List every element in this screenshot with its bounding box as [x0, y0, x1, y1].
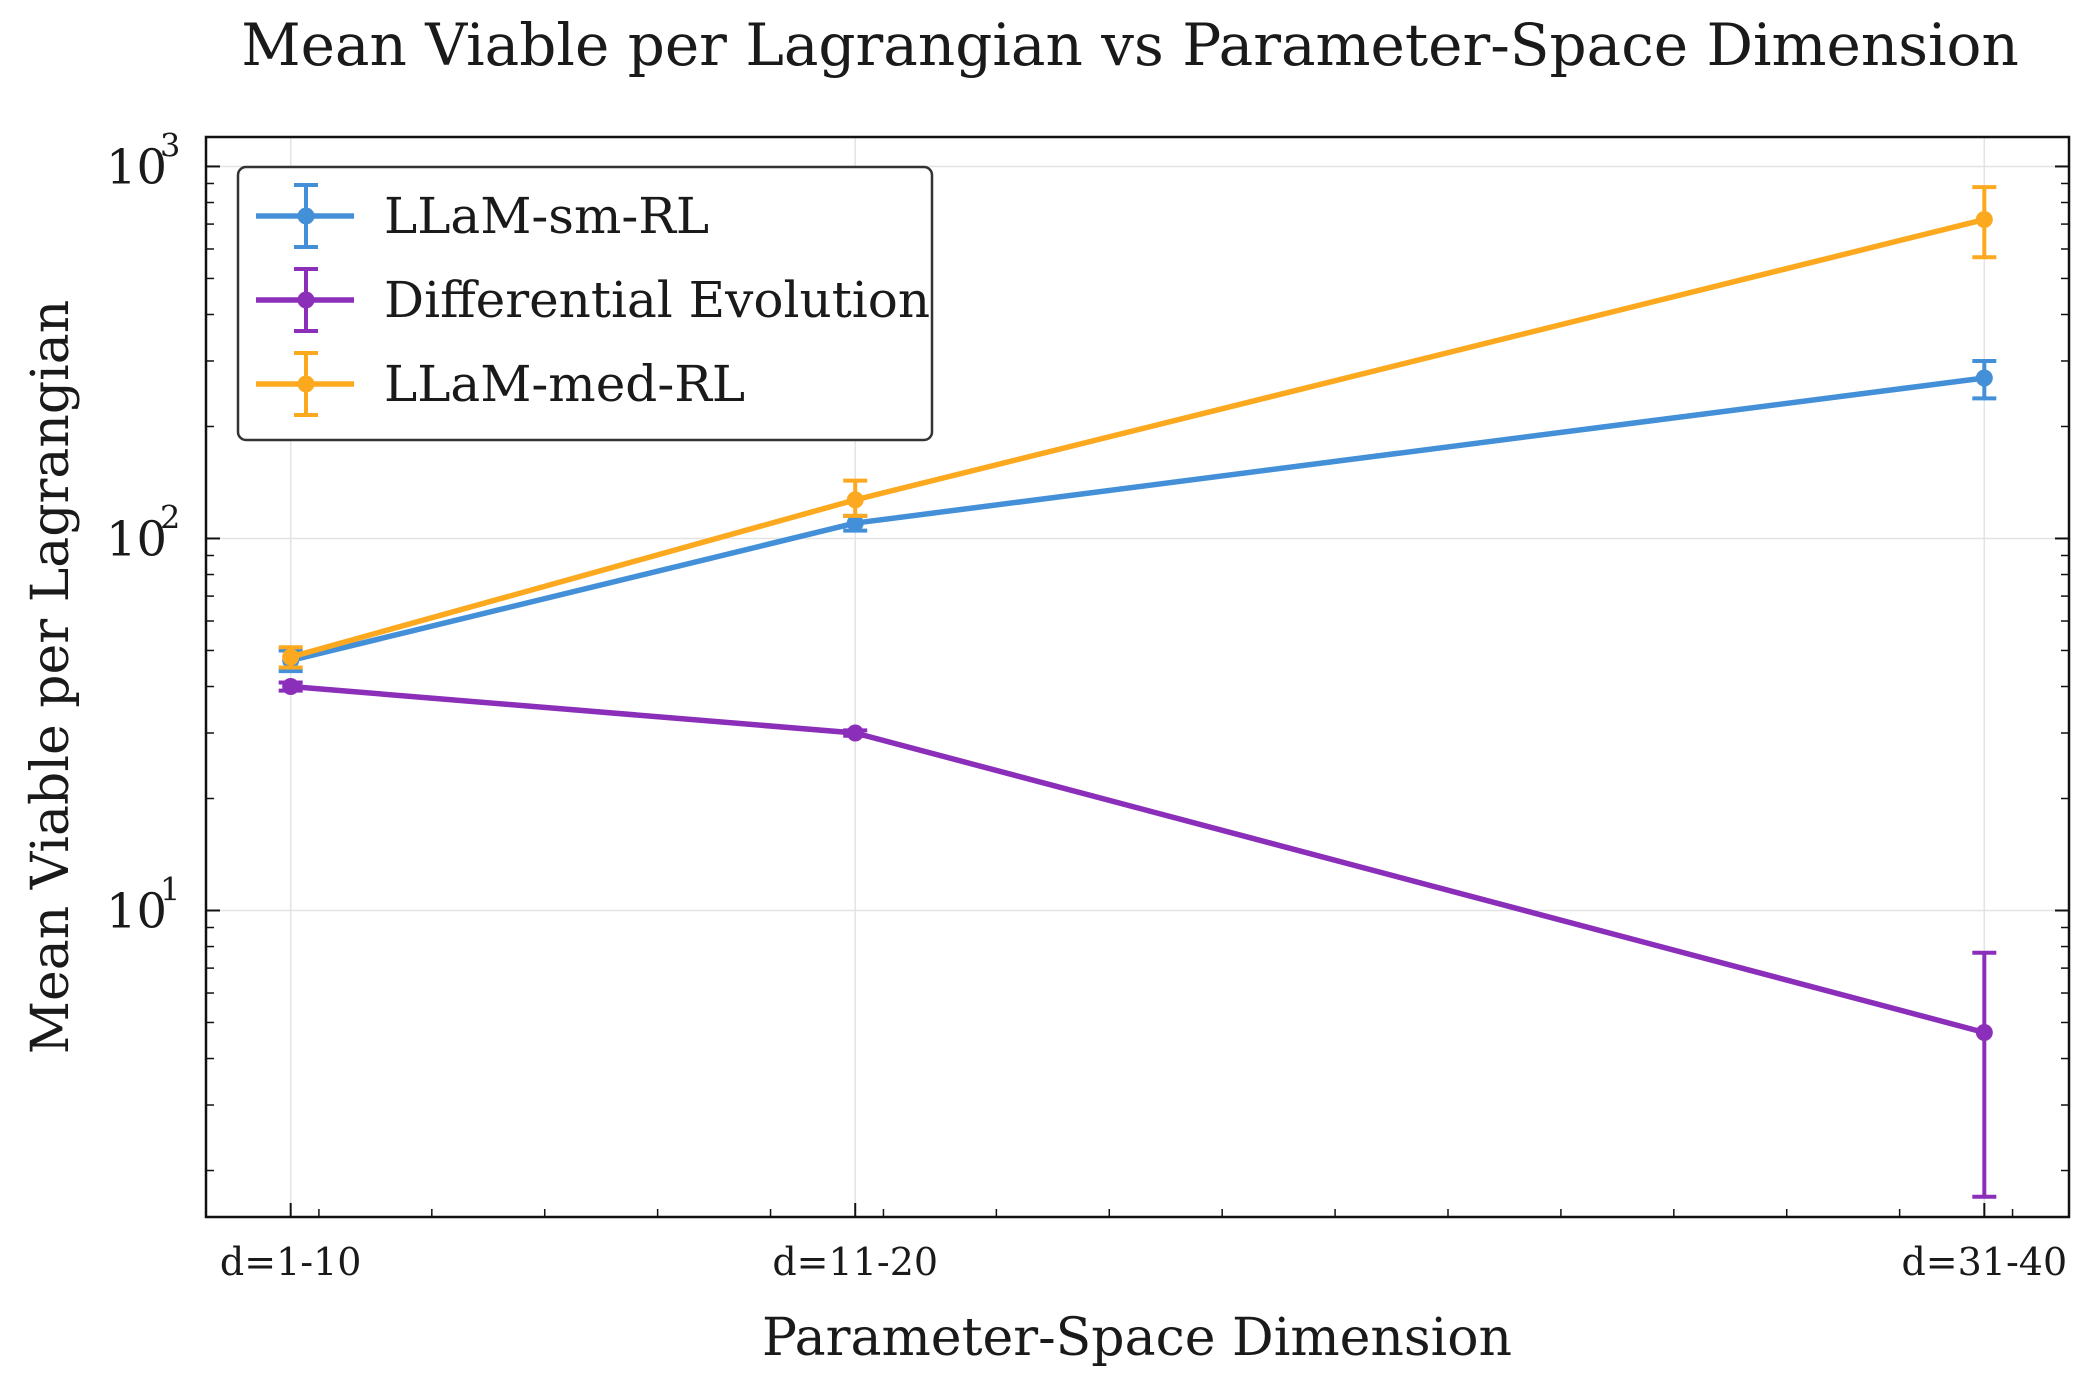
legend-label: Differential Evolution	[384, 271, 930, 329]
series-1	[278, 678, 1997, 1199]
data-point	[846, 514, 864, 532]
x-tick-label: d=11-20	[772, 1240, 938, 1284]
legend-box	[236, 165, 934, 442]
x-tick-label: d=1-10	[220, 1240, 362, 1284]
y-tick-exponent: 1	[160, 870, 180, 908]
data-point	[1975, 1023, 1993, 1041]
x-axis-label: Parameter-Space Dimension	[762, 1308, 1512, 1368]
data-point	[1975, 369, 1993, 387]
data-point	[282, 648, 300, 666]
y-tick-label: 10	[106, 883, 167, 939]
series-2	[278, 185, 1997, 670]
data-point	[846, 491, 864, 509]
legend: LLaM-sm-RL Differential Evolution LLaM-med…	[236, 165, 934, 442]
y-tick-label: 10	[106, 139, 167, 195]
legend-label: LLaM-sm-RL	[384, 187, 709, 245]
legend-entry: LLaM-sm-RL	[256, 183, 709, 249]
data-point	[1975, 211, 1993, 229]
y-tick-label: 10	[106, 511, 167, 567]
legend-marker	[297, 291, 315, 309]
chart-title: Mean Viable per Lagrangian vs Parameter-…	[241, 11, 2019, 79]
series-line	[290, 683, 1986, 1036]
legend-entry: Differential Evolution	[256, 267, 930, 333]
series-layer	[278, 185, 1997, 1199]
data-point	[846, 724, 864, 742]
legend-marker	[297, 375, 315, 393]
data-point	[282, 678, 300, 696]
legend-label: LLaM-med-RL	[384, 355, 745, 413]
y-tick-exponent: 3	[160, 126, 180, 164]
legend-marker	[297, 207, 315, 225]
x-tick-label: d=31-40	[1901, 1240, 2067, 1284]
legend-entry: LLaM-med-RL	[256, 351, 745, 417]
y-tick-exponent: 2	[160, 498, 180, 536]
y-axis-label: Mean Viable per Lagrangian	[21, 300, 81, 1055]
plot-frame	[204, 135, 2071, 1219]
